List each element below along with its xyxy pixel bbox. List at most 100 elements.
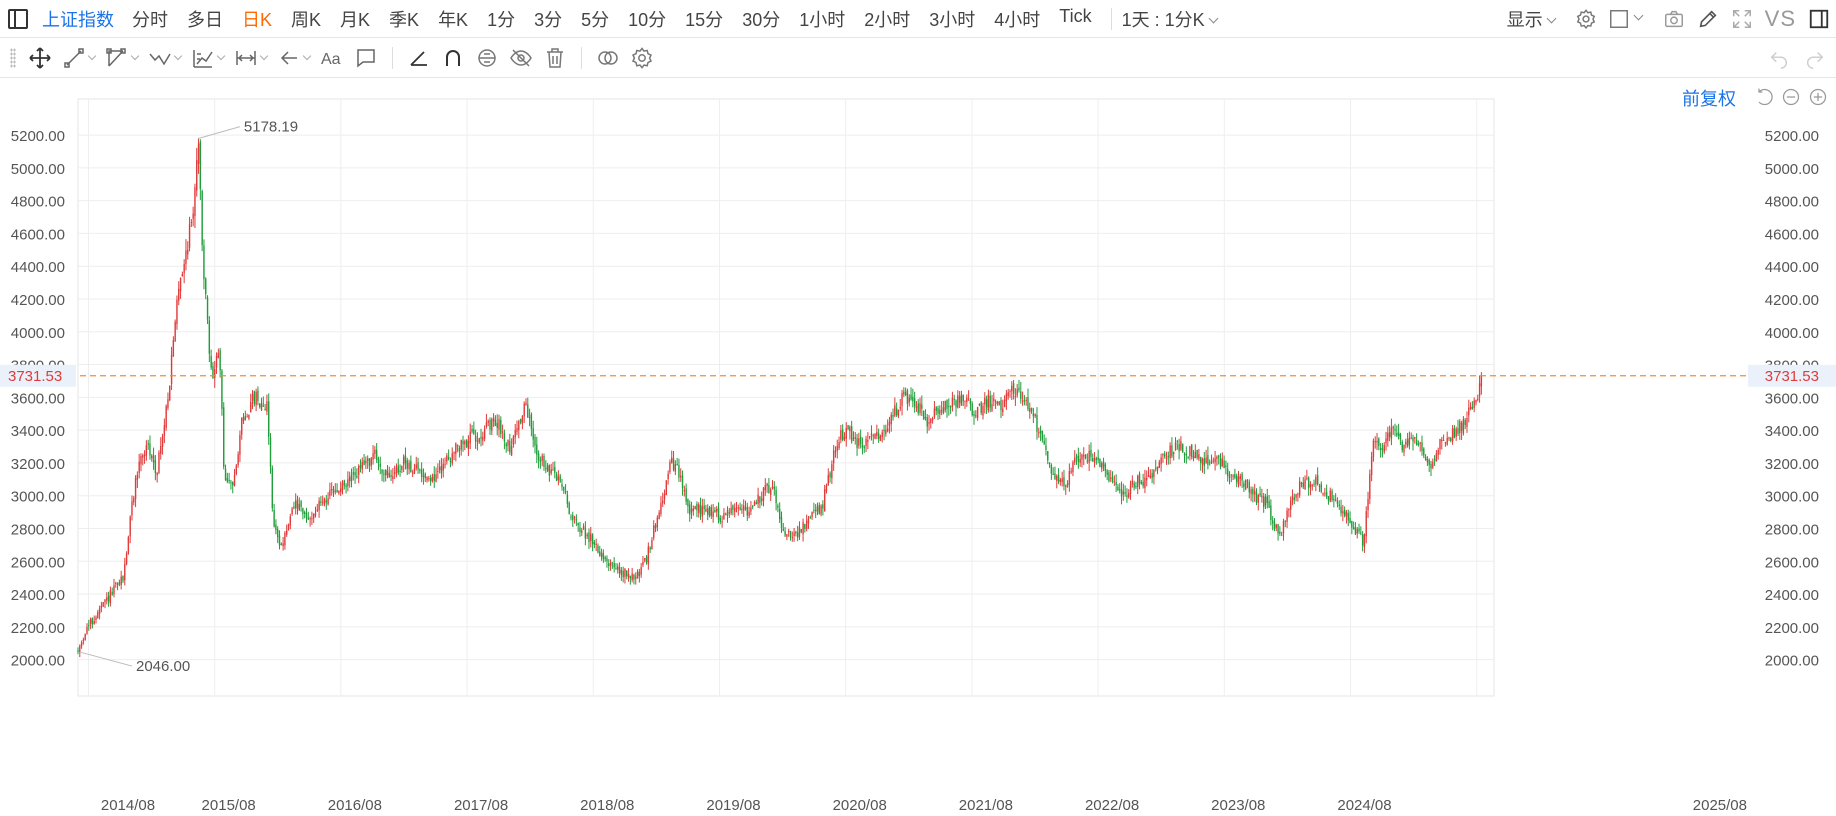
text-tool-icon[interactable]: Aa: [320, 43, 344, 73]
candle-body: [1102, 461, 1105, 467]
line-tool-icon[interactable]: [62, 43, 97, 73]
measure-tool-icon[interactable]: [234, 43, 269, 73]
period-8[interactable]: 3分: [534, 9, 563, 30]
period-14[interactable]: 2小时: [864, 9, 911, 30]
candle-body: [653, 525, 655, 538]
pencil-icon[interactable]: [1691, 3, 1725, 35]
candle-body: [401, 465, 403, 471]
candle-body: [1093, 458, 1096, 463]
candle-body: [627, 574, 630, 578]
period-5[interactable]: 季K: [389, 9, 420, 30]
candle-body: [548, 464, 551, 476]
period-16[interactable]: 4小时: [994, 9, 1041, 30]
display-menu-button[interactable]: 显示: [1507, 6, 1557, 32]
candle-body: [330, 488, 333, 490]
candle-body: [1419, 442, 1421, 444]
candle-body: [971, 403, 973, 416]
fullscreen-icon[interactable]: [1725, 3, 1759, 35]
custom-period-select[interactable]: 1天 : 1分K: [1122, 6, 1219, 32]
period-4[interactable]: 月K: [340, 9, 371, 30]
note-tool-icon[interactable]: [354, 43, 378, 73]
candle-body: [699, 504, 702, 515]
candle-body: [877, 433, 880, 439]
candle-body: [206, 297, 209, 320]
candle-body: [1176, 440, 1179, 442]
candle-body: [482, 437, 484, 441]
zoom-in-icon[interactable]: [1808, 87, 1828, 107]
period-2[interactable]: 日K: [242, 9, 273, 30]
right-panel-toggle-icon[interactable]: [1802, 3, 1836, 35]
price-adjust-toggle[interactable]: 前复权: [1682, 89, 1736, 109]
period-0[interactable]: 分时: [132, 9, 168, 30]
candle-body: [991, 404, 993, 411]
candle-body: [1297, 493, 1299, 495]
candle-body: [973, 413, 975, 416]
delete-tool-icon[interactable]: [543, 43, 567, 73]
period-1[interactable]: 多日: [187, 9, 223, 30]
toolbar-grip-handle[interactable]: [10, 48, 16, 68]
camera-icon[interactable]: [1657, 3, 1691, 35]
redo-icon[interactable]: [1804, 48, 1826, 70]
vs-compare-button[interactable]: VS: [1764, 6, 1796, 31]
period-11[interactable]: 15分: [685, 9, 724, 30]
candle-body: [395, 467, 398, 473]
candle-body: [1352, 527, 1355, 530]
candle-body: [1178, 444, 1180, 452]
period-12[interactable]: 30分: [742, 9, 781, 30]
candle-body: [492, 417, 495, 422]
candle-body: [142, 455, 144, 458]
fib-tool-icon[interactable]: [191, 43, 226, 73]
period-10[interactable]: 10分: [628, 9, 667, 30]
candle-body: [1390, 427, 1393, 439]
period-7[interactable]: 1分: [487, 9, 516, 30]
candle-body: [1441, 439, 1443, 442]
candle-body: [735, 507, 738, 509]
candle-body: [1261, 495, 1263, 498]
zoom-out-icon[interactable]: [1781, 87, 1801, 107]
settings-tool-icon[interactable]: [630, 43, 654, 73]
candle-body: [323, 498, 326, 505]
candle-body: [626, 570, 628, 577]
candle-body: [1081, 454, 1083, 460]
polyline-tool-icon[interactable]: [105, 43, 140, 73]
arrow-tool-icon[interactable]: [277, 43, 312, 73]
candle-body: [1232, 475, 1234, 477]
candle-body: [1182, 444, 1184, 453]
candle-body: [354, 471, 356, 476]
candle-body: [814, 509, 817, 511]
reset-icon[interactable]: [1754, 87, 1774, 107]
move-tool-icon[interactable]: [28, 43, 52, 73]
candle-body: [1412, 437, 1414, 442]
symbol-name[interactable]: 上证指数: [42, 9, 114, 30]
hide-tool-icon[interactable]: [509, 43, 533, 73]
angle-tool-icon[interactable]: [407, 43, 431, 73]
candle-body: [764, 485, 766, 491]
candle-body: [237, 454, 239, 466]
period-17[interactable]: Tick: [1059, 5, 1092, 26]
layout-select-icon[interactable]: [1603, 3, 1647, 35]
candle-body: [573, 517, 576, 519]
period-6[interactable]: 年K: [438, 9, 469, 30]
candle-body: [1448, 437, 1450, 439]
candle-body: [671, 457, 673, 463]
period-3[interactable]: 周K: [291, 9, 322, 30]
settings-gear-icon[interactable]: [1569, 3, 1603, 35]
candle-body: [678, 464, 680, 478]
overlay-tool-icon[interactable]: [596, 43, 620, 73]
candle-body: [559, 475, 561, 482]
wave-tool-icon[interactable]: [148, 43, 183, 73]
lock-tool-icon[interactable]: [475, 43, 499, 73]
magnet-tool-icon[interactable]: [441, 43, 465, 73]
candlestick-chart[interactable]: 2000.00 2000.00 2200.00 2200.00 2400.00 2400.…: [0, 79, 1836, 816]
chart-canvas[interactable]: 2000.00 2000.00 2200.00 2200.00 2400.00 2400.…: [0, 79, 1836, 816]
candle-body: [154, 460, 157, 473]
period-15[interactable]: 3小时: [929, 9, 976, 30]
period-13[interactable]: 1小时: [799, 9, 846, 30]
undo-icon[interactable]: [1768, 48, 1790, 70]
candle-body: [737, 507, 740, 509]
sidebar-toggle-icon[interactable]: [8, 8, 28, 29]
period-9[interactable]: 5分: [581, 9, 610, 30]
candle-body: [366, 458, 369, 461]
candle-body: [1108, 472, 1110, 482]
candle-body: [253, 391, 256, 404]
